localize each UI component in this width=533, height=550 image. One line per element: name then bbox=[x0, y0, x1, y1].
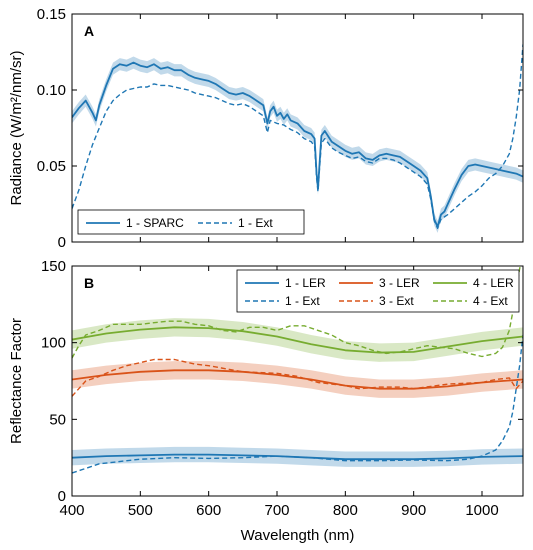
legend-box bbox=[77, 209, 305, 235]
panel-a-y-axis-label: Radiance (W/m²/nm/sr) bbox=[8, 50, 25, 205]
panel-b-series-line-6 bbox=[72, 266, 521, 359]
legend-entry-label: 1 - LER bbox=[285, 276, 326, 290]
panel-b: 0 50 100 150 400 500 600 700 800 900 1000 B Reflec… bbox=[8, 258, 524, 544]
panel-a-plot-area bbox=[72, 44, 523, 233]
panel-b-ticks: 0 50 100 150 400 500 600 700 800 900 1000 bbox=[41, 258, 523, 519]
y-tick-label: 100 bbox=[41, 335, 66, 352]
panel-a-ticks: 0 0.05 0.10 0.15 bbox=[37, 6, 523, 251]
panel-a-frame bbox=[71, 13, 524, 243]
panel-a-label: A bbox=[84, 23, 94, 39]
y-tick-label: 0.05 bbox=[37, 158, 66, 175]
y-tick-label: 0 bbox=[58, 488, 66, 505]
panel-b-legend: 1 - LER 3 - LER 4 - LER 1 - Ext 3 - Ext 4 - E… bbox=[236, 269, 520, 313]
legend-entry-label: 4 - Ext bbox=[473, 294, 508, 308]
x-tick-label: 500 bbox=[128, 502, 153, 519]
panel-b-uncertainty-band-3 bbox=[72, 361, 523, 398]
x-tick-label: 1000 bbox=[465, 502, 498, 519]
panel-a-legend: 1 - SPARC 1 - Ext bbox=[77, 209, 305, 235]
y-tick-label: 50 bbox=[49, 411, 66, 428]
panel-b-series-line-1 bbox=[72, 453, 523, 461]
y-tick-label: 0.10 bbox=[37, 82, 66, 99]
panel-b-frame bbox=[71, 265, 524, 497]
legend-entry-label: 3 - LER bbox=[379, 276, 420, 290]
panel-b-label: B bbox=[84, 275, 94, 291]
legend-entry-label: 4 - LER bbox=[473, 276, 514, 290]
y-tick-label: 0 bbox=[58, 234, 66, 251]
x-tick-label: 600 bbox=[196, 502, 221, 519]
legend-entry-label: 1 - Ext bbox=[238, 216, 273, 230]
legend-entry-label: 1 - SPARC bbox=[126, 216, 184, 230]
x-tick-label: 700 bbox=[264, 502, 289, 519]
panel-b-series-line-2 bbox=[72, 334, 523, 474]
panel-b-series-line-3 bbox=[72, 369, 523, 390]
panel-a-series-line-2 bbox=[72, 44, 523, 230]
legend-entry-label: 1 - Ext bbox=[285, 294, 320, 308]
x-axis-label: Wavelength (nm) bbox=[241, 527, 355, 544]
panel-b-y-axis-label: Reflectance Factor bbox=[8, 318, 25, 444]
legend-box bbox=[236, 269, 520, 313]
y-tick-label: 150 bbox=[41, 258, 66, 275]
panel-b-uncertainty-band-5 bbox=[72, 318, 523, 362]
panel-a-series-line-1 bbox=[72, 61, 523, 228]
y-tick-label: 0.15 bbox=[37, 6, 66, 23]
legend-entry-label: 3 - Ext bbox=[379, 294, 414, 308]
panel-b-plot-area bbox=[72, 266, 523, 474]
x-tick-label: 800 bbox=[333, 502, 358, 519]
panel-a: 0 0.05 0.10 0.15 A Radiance (W/m²/nm/sr) 1 … bbox=[8, 6, 524, 251]
x-tick-label: 400 bbox=[59, 502, 84, 519]
x-tick-label: 900 bbox=[401, 502, 426, 519]
panel-b-series-line-4 bbox=[72, 358, 523, 397]
panel-a-uncertainty-band-1 bbox=[72, 56, 523, 233]
